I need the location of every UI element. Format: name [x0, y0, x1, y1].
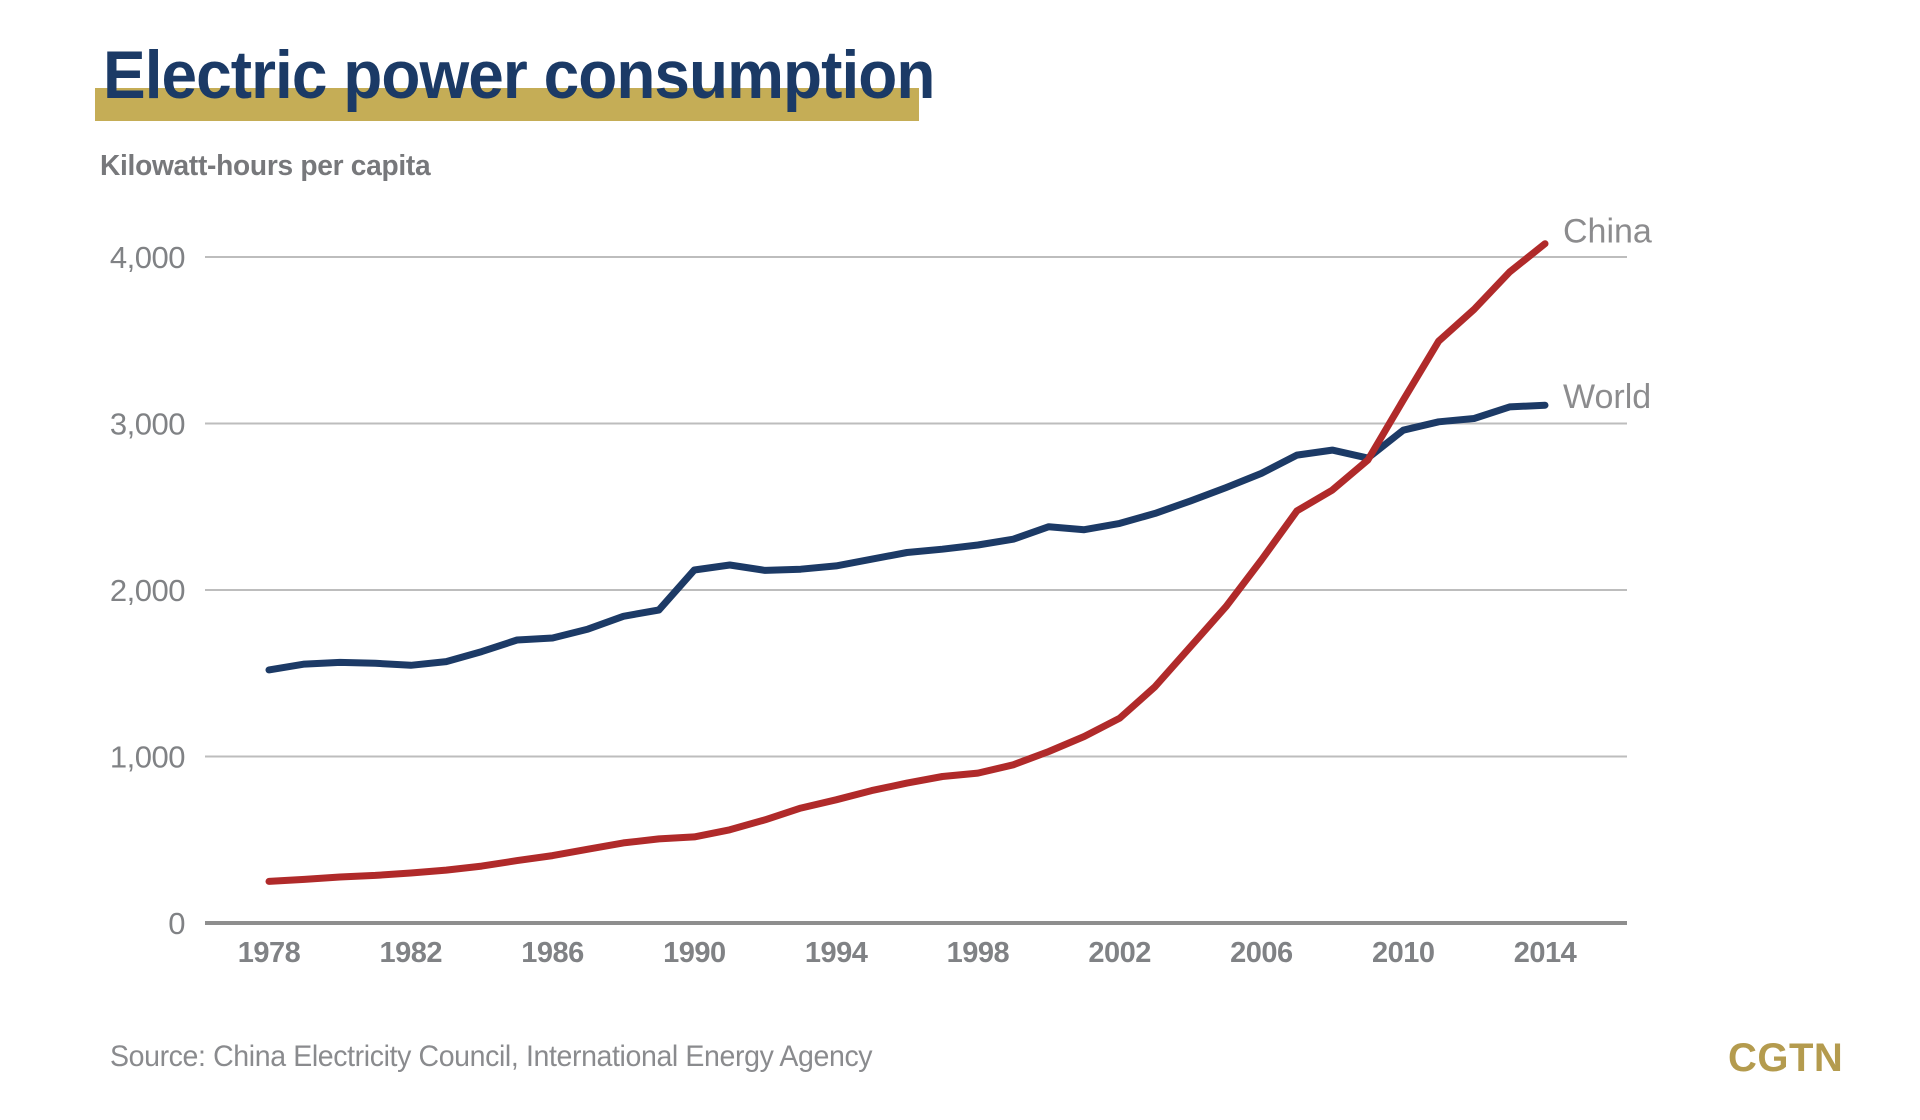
- x-tick-label-1998: 1998: [947, 937, 1010, 969]
- cgtn-logo: CGTN: [1728, 1036, 1844, 1080]
- x-tick-label-2010: 2010: [1372, 937, 1435, 969]
- series-lines: [265, 240, 1549, 885]
- y-tick-label-4000: 4,000: [110, 240, 185, 275]
- x-tick-label-2006: 2006: [1230, 937, 1293, 969]
- series-line-world: [265, 401, 1549, 674]
- gridlines: [205, 256, 1627, 758]
- title-highlight-bar: [95, 88, 919, 121]
- y-axis-tick-labels: 0 1,000 2,000 3,000 4,000: [110, 240, 186, 941]
- x-tick-label-1994: 1994: [805, 937, 868, 969]
- x-axis-tick-labels: 1978 1982 1986 1990 1994 1998 2002 2006 2010 2014: [238, 937, 1577, 969]
- y-tick-label-0: 0: [168, 906, 185, 941]
- x-tick-label-1982: 1982: [380, 937, 443, 969]
- y-tick-label-2000: 2,000: [110, 573, 185, 608]
- series-line-china: [265, 240, 1549, 885]
- x-tick-label-2002: 2002: [1088, 937, 1151, 969]
- x-tick-label-1978: 1978: [238, 937, 301, 969]
- y-tick-label-1000: 1,000: [110, 740, 185, 775]
- x-tick-label-2014: 2014: [1514, 937, 1577, 969]
- source-note: Source: China Electricity Council, Inter…: [110, 1040, 873, 1073]
- axis-units-label: Kilowatt-hours per capita: [100, 150, 431, 182]
- series-label-world: World: [1563, 378, 1651, 416]
- x-tick-label-1986: 1986: [521, 937, 584, 969]
- page-title: Electric power consumption: [103, 37, 935, 113]
- series-label-china: China: [1563, 213, 1652, 251]
- header: Electric power consumption: [95, 37, 995, 130]
- x-tick-label-1990: 1990: [663, 937, 726, 969]
- y-tick-label-3000: 3,000: [110, 407, 185, 442]
- series-end-labels: World China: [1563, 213, 1652, 417]
